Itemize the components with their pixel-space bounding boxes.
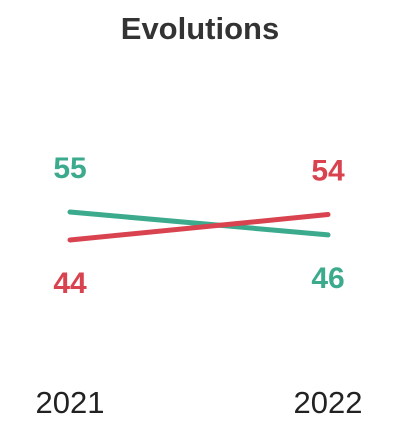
value-label: 46 [311, 262, 344, 295]
value-label: 44 [53, 267, 87, 300]
x-tick-label: 2021 [36, 385, 105, 420]
chart-title: Evolutions [121, 11, 279, 46]
series-line [67, 209, 331, 238]
series-line [67, 212, 331, 243]
x-tick-label: 2022 [294, 385, 363, 420]
value-label: 54 [311, 154, 345, 187]
value-label: 55 [53, 152, 86, 185]
